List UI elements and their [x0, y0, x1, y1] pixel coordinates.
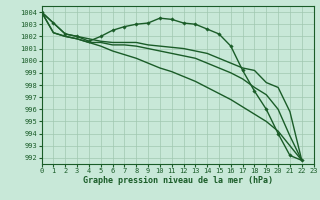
- X-axis label: Graphe pression niveau de la mer (hPa): Graphe pression niveau de la mer (hPa): [83, 176, 273, 185]
